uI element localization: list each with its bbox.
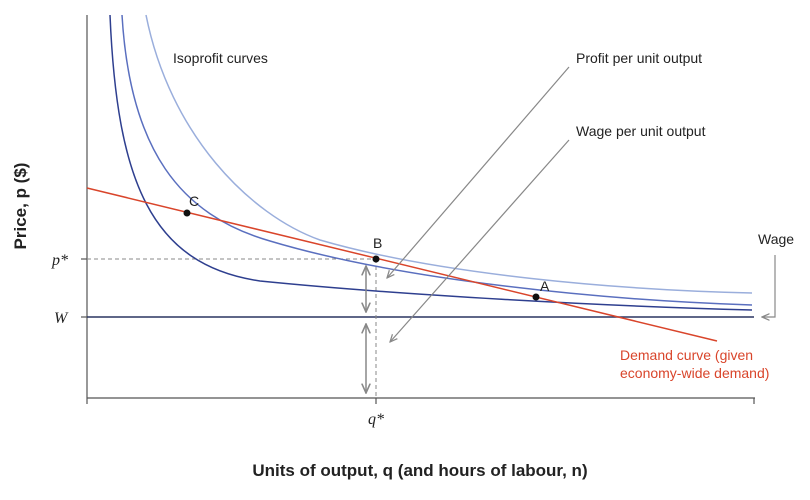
- wage-label-arrow: [762, 255, 776, 317]
- point-a-marker: [532, 293, 540, 301]
- point-b-marker: [372, 255, 380, 263]
- demand-label-line2: economy-wide demand): [620, 365, 769, 381]
- point-b-label: B: [373, 235, 382, 251]
- isoprofit-curve-mid: [121, 14, 753, 306]
- point-a-label: A: [540, 278, 550, 294]
- wage-label: Wage: [758, 231, 794, 247]
- x-tick-qstar: q*: [368, 411, 384, 428]
- point-c-label: C: [189, 193, 199, 209]
- isoprofit-label: Isoprofit curves: [173, 50, 268, 66]
- isoprofit-curve-high: [145, 14, 753, 294]
- x-axis-title: Units of output, q (and hours of labour,…: [252, 461, 587, 480]
- profit-pointer-arrow: [387, 66, 570, 278]
- wage-pointer-arrow: [390, 139, 570, 342]
- demand-label-line1: Demand curve (given: [620, 347, 753, 363]
- profit-per-unit-label: Profit per unit output: [576, 50, 702, 66]
- y-axis-title: Price, p ($): [11, 163, 30, 250]
- isoprofit-curve-low: [109, 14, 753, 311]
- point-c-marker: [183, 209, 191, 217]
- wage-per-unit-label: Wage per unit output: [576, 123, 706, 139]
- demand-curve: [86, 187, 718, 342]
- y-tick-w: W: [54, 310, 69, 327]
- y-tick-pstar: p*: [51, 252, 68, 269]
